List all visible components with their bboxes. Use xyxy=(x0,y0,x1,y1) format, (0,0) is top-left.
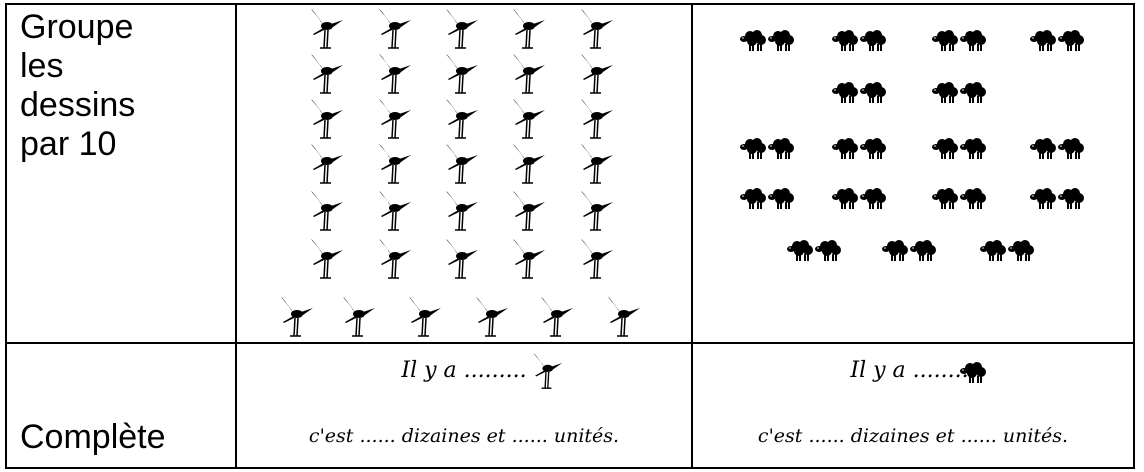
bird-icon xyxy=(310,98,344,139)
bird-icon xyxy=(445,238,479,279)
bird-icon xyxy=(310,143,344,184)
bird-icon xyxy=(512,190,546,231)
bird-icon xyxy=(512,53,546,94)
sheep-icon xyxy=(1058,187,1085,210)
sheep-icon xyxy=(832,29,859,52)
sheep-icon xyxy=(932,81,959,104)
bird-icon xyxy=(310,238,344,279)
bird-icon xyxy=(475,296,509,337)
sheep-icon xyxy=(768,137,795,160)
bird-icon xyxy=(580,143,614,184)
bird-icon xyxy=(512,143,546,184)
sheep-icon xyxy=(832,187,859,210)
sentence: Il y a ......... xyxy=(850,358,976,383)
sheep-icon xyxy=(740,137,767,160)
bird-icon xyxy=(580,238,614,279)
sheep-icon xyxy=(960,187,987,210)
bird-icon xyxy=(540,296,574,337)
sentence: c'est ...... dizaines et ...... unités. xyxy=(308,425,620,447)
bird-icon xyxy=(280,296,314,337)
instruction: Complète xyxy=(20,418,166,456)
sheep-icon xyxy=(768,29,795,52)
sheep-icon xyxy=(1030,29,1057,52)
bird-icon xyxy=(378,8,412,49)
sheep-icon xyxy=(768,187,795,210)
bird-icon xyxy=(512,8,546,49)
sheep-icon xyxy=(740,29,767,52)
bird-icon xyxy=(310,8,344,49)
bird-icon xyxy=(580,190,614,231)
sheep-icon xyxy=(740,187,767,210)
bird-icon xyxy=(378,143,412,184)
sheep-icon xyxy=(860,29,887,52)
sheep-icon xyxy=(832,81,859,104)
bird-icon xyxy=(580,53,614,94)
bird-icon xyxy=(512,98,546,139)
sheep-icon xyxy=(832,137,859,160)
sheep-icon xyxy=(932,187,959,210)
sheep-icon xyxy=(980,239,1007,262)
sheep-icon xyxy=(815,239,842,262)
bird-icon xyxy=(445,190,479,231)
sheep-icon xyxy=(960,81,987,104)
sentence: c'est ...... dizaines et ...... unités. xyxy=(757,425,1069,447)
bird-icon xyxy=(512,238,546,279)
sheep-icon xyxy=(1058,137,1085,160)
sheep-icon xyxy=(1030,187,1057,210)
bird-icon xyxy=(580,98,614,139)
sheep-icon xyxy=(1058,29,1085,52)
sheep-icon xyxy=(960,29,987,52)
sheep-icon xyxy=(860,81,887,104)
bird-icon xyxy=(310,190,344,231)
bird-icon xyxy=(580,8,614,49)
bird-icon xyxy=(342,296,376,337)
bird-icon xyxy=(445,8,479,49)
bird-icon xyxy=(378,190,412,231)
sheep-icon xyxy=(1008,239,1035,262)
pictures xyxy=(280,8,1085,389)
bird-icon xyxy=(408,296,442,337)
sheep-icon xyxy=(932,29,959,52)
sheep-icon xyxy=(932,137,959,160)
sentence: Il y a ......... xyxy=(401,358,527,383)
sheep-icon xyxy=(910,239,937,262)
bird-icon xyxy=(378,238,412,279)
sheep-icon xyxy=(960,137,987,160)
bird-icon xyxy=(310,53,344,94)
sheep-icon xyxy=(860,187,887,210)
bird-icon xyxy=(378,53,412,94)
sheep-icon xyxy=(882,239,909,262)
bird-icon xyxy=(445,98,479,139)
bird-icon xyxy=(607,296,641,337)
instruction: Groupe les dessins par 10 xyxy=(20,8,136,163)
bird-icon xyxy=(445,143,479,184)
bird-icon xyxy=(378,98,412,139)
sheep-icon xyxy=(787,239,814,262)
sheep-icon xyxy=(1030,137,1057,160)
bird-icon xyxy=(445,53,479,94)
sheep-icon xyxy=(860,137,887,160)
